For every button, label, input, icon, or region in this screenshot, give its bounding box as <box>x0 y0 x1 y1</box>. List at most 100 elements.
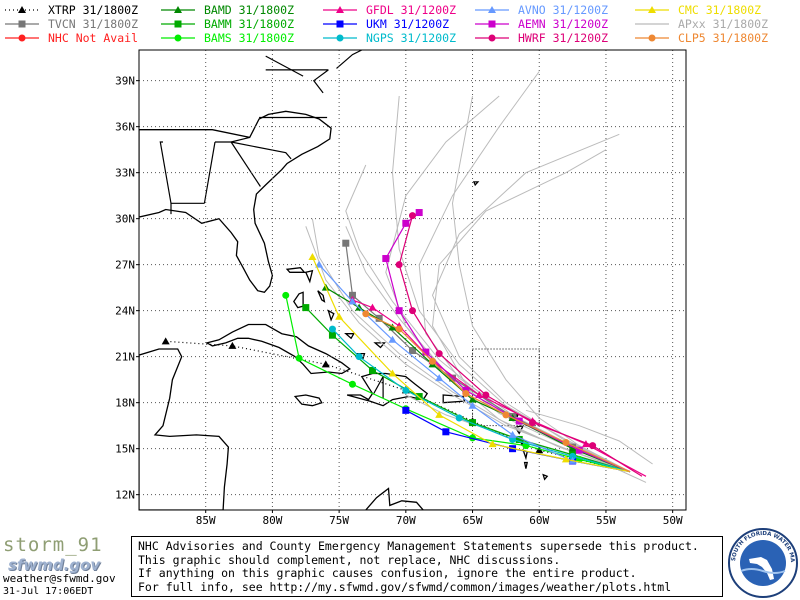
model-tracks <box>161 71 653 483</box>
legend-item: BAMM 31/1800Z <box>158 16 294 31</box>
track-line <box>311 218 631 473</box>
legend-item: CMC 31/1800Z <box>632 2 761 17</box>
track-point <box>468 401 477 409</box>
track-point <box>409 307 416 315</box>
track-line <box>431 133 631 473</box>
legend-item: HWRF 31/1200Z <box>472 30 608 45</box>
legend-swatch-icon <box>475 20 509 27</box>
coast-bahamas-3 <box>293 291 304 309</box>
track-point <box>362 310 370 318</box>
track-point <box>429 357 437 365</box>
track-point <box>462 389 470 397</box>
track-point <box>328 325 336 333</box>
legend-item: UKM 31/1200Z <box>320 16 449 31</box>
track-ap05 <box>431 149 631 473</box>
track-ap10 <box>305 226 631 473</box>
legend-marker <box>18 5 26 13</box>
track-point <box>348 380 356 388</box>
legend-swatch-icon <box>5 5 39 13</box>
state-border <box>203 141 216 204</box>
contact-email: weather@sfwmd.gov <box>3 572 116 585</box>
coast-cuba <box>205 323 351 375</box>
lon-tick-label: 55W <box>596 514 616 527</box>
disclaimer-line: This graphic should complement, not repl… <box>138 552 561 567</box>
legend-swatch-icon <box>635 34 669 41</box>
disclaimer-box: NHC Advisories and County Emergency Mana… <box>131 536 723 597</box>
track-point <box>375 314 383 322</box>
track-point <box>395 307 403 315</box>
coast-bahamas-6 <box>344 333 355 340</box>
track-point <box>402 219 410 227</box>
legend-label: UKM 31/1200Z <box>366 16 450 31</box>
track-point <box>442 428 450 436</box>
legend-marker <box>174 34 182 41</box>
track-point <box>535 446 544 454</box>
legend: XTRP 31/1800Z TVCN 31/1800Z NHC Not Avail B… <box>0 0 800 46</box>
track-point <box>335 312 344 320</box>
track-ap06 <box>345 226 631 473</box>
lon-tick-label: 70W <box>396 514 416 527</box>
coast-bermuda <box>472 181 480 187</box>
track-point <box>469 419 477 427</box>
lon-tick-label: 85W <box>196 514 216 527</box>
lat-tick-label: 30N <box>115 213 135 226</box>
lat-tick-label: 15N <box>115 443 135 456</box>
track-point <box>368 366 376 374</box>
track-line <box>398 215 643 477</box>
lon-tick-label: 50W <box>663 514 683 527</box>
track-point <box>348 297 357 305</box>
coast-trinidad <box>514 513 526 524</box>
track-point <box>468 395 477 403</box>
timestamp: 31-Jul 17:06EDT <box>3 586 94 597</box>
legend-marker <box>336 20 344 27</box>
legend-item: BAMS 31/1800Z <box>158 30 294 45</box>
legend-swatch-icon <box>5 34 39 41</box>
track-point <box>569 452 577 460</box>
track-line <box>318 264 631 473</box>
lat-tick-label: 24N <box>115 305 135 318</box>
sfwmd-seal-icon: SOUTH FLORIDA WATER MANAGEMENT DISTRICT <box>727 527 798 598</box>
track-point <box>355 353 363 361</box>
legend-marker <box>336 5 344 13</box>
track-line <box>305 307 631 473</box>
state-border <box>312 69 329 94</box>
track-point <box>228 341 237 349</box>
legend-label: AEMN 31/1200Z <box>518 16 609 31</box>
track-point <box>515 435 523 443</box>
axis-labels: 39N 36N 33N 30N 27N 24N 21N 18N 15N 12N 85W 80W 75W 7… <box>115 75 683 527</box>
track-ap08 <box>311 218 631 473</box>
legend-label: XTRP 31/1800Z <box>48 2 139 17</box>
track-point <box>482 391 490 399</box>
legend-swatch-icon <box>5 20 39 27</box>
legend-label: BAMD 31/1800Z <box>204 2 295 17</box>
legend-label: GFDL 31/1200Z <box>366 2 457 17</box>
track-point <box>395 261 403 269</box>
sfwmd-logo-text: sfwmd.gov <box>8 556 101 574</box>
track-line <box>165 340 631 473</box>
track-aemn <box>382 209 631 473</box>
track-point <box>409 347 416 355</box>
track-point <box>455 414 463 422</box>
track-ap11 <box>451 95 631 473</box>
lat-tick-label: 39N <box>115 75 135 88</box>
legend-marker <box>488 34 496 41</box>
track-point <box>422 348 430 356</box>
coast-jamaica <box>293 394 323 407</box>
track-line <box>451 95 631 473</box>
legend-marker <box>174 5 182 13</box>
track-point <box>435 374 444 382</box>
track-point <box>575 446 583 454</box>
legend-label: APxx 31/1800Z <box>678 16 769 31</box>
lon-tick-label: 60W <box>529 514 549 527</box>
disclaimer-line: For full info, see http://my.sfwmd.gov/s… <box>138 579 672 594</box>
track-point <box>589 442 597 450</box>
legend-marker <box>648 5 656 13</box>
legend-label: AVNO 31/1200Z <box>518 2 609 17</box>
coast-south-america <box>364 487 551 510</box>
legend-item: BAMD 31/1800Z <box>158 2 294 17</box>
legend-marker <box>648 34 656 41</box>
coast-bahamas-4 <box>317 290 326 303</box>
watch-box <box>472 348 540 427</box>
lat-tick-label: 21N <box>115 351 135 364</box>
